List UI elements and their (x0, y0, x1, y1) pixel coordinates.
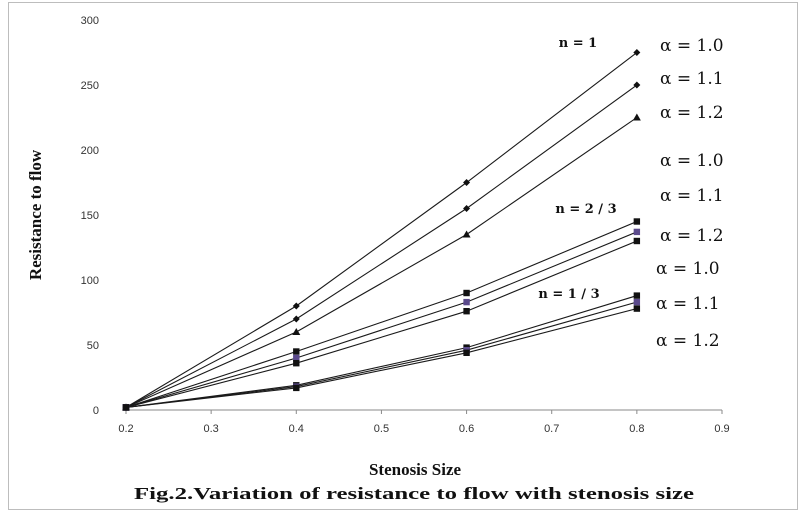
alpha-labels: α = 1.0 α = 1.1 α = 1.2 α = 1.0 α = 1.1 α = 1… (656, 36, 724, 351)
data-point (293, 360, 300, 367)
data-point (632, 113, 641, 121)
y-tick-label: 100 (81, 275, 99, 287)
alpha-label: α = 1.0 (660, 151, 724, 171)
series-lines (125, 52, 638, 408)
data-point (633, 218, 641, 225)
x-tick-label: 0.6 (459, 423, 474, 435)
y-tick-label: 200 (81, 145, 99, 157)
series-line (125, 52, 638, 408)
alpha-label: α = 1.2 (660, 103, 724, 123)
x-tick-label: 0.9 (714, 423, 729, 435)
data-point (463, 179, 471, 186)
y-axis-label: Resistance to flow (26, 149, 45, 280)
series-line (125, 240, 638, 408)
data-point (633, 292, 641, 299)
data-point (293, 354, 300, 362)
x-tick-label: 0.4 (289, 423, 304, 435)
data-point (633, 298, 641, 306)
y-tick-labels: 0 50 100 150 200 250 300 (81, 15, 99, 417)
series-markers (122, 49, 641, 411)
series-line (125, 308, 638, 408)
figure-frame (8, 2, 798, 510)
series-line (125, 84, 638, 408)
n-labels: n = 1 n = 2 / 3 n = 1 / 3 (538, 36, 616, 302)
data-point (633, 237, 641, 245)
series-line (125, 231, 638, 408)
x-tick-label: 0.2 (118, 423, 133, 435)
n-label: n = 1 (559, 36, 597, 51)
x-tick-label: 0.3 (203, 423, 218, 435)
data-point (463, 308, 470, 315)
data-point (292, 328, 301, 335)
data-point (463, 298, 470, 306)
n-label: n = 2 / 3 (555, 202, 616, 217)
data-point (633, 49, 641, 56)
x-tick-label: 0.5 (374, 423, 389, 435)
data-point (292, 315, 300, 323)
y-tick-label: 50 (87, 340, 99, 352)
figure-caption: Fig.2.Variation of resistance to flow wi… (134, 484, 695, 503)
series-line (125, 117, 638, 408)
n-label: n = 1 / 3 (538, 287, 599, 302)
alpha-label: α = 1.1 (660, 69, 724, 89)
alpha-label: α = 1.2 (656, 331, 720, 351)
data-point (463, 289, 470, 297)
data-point (463, 349, 470, 356)
x-tick-label: 0.8 (629, 423, 644, 435)
series-line (125, 301, 638, 408)
y-tick-label: 150 (81, 210, 99, 222)
y-tick-label: 250 (81, 80, 99, 92)
data-point (122, 404, 130, 411)
data-point (293, 348, 300, 355)
alpha-label: α = 1.1 (656, 294, 720, 314)
x-axis-label: Stenosis Size (369, 460, 462, 479)
data-point (463, 205, 471, 212)
data-point (633, 81, 641, 89)
y-tick-label: 300 (81, 15, 99, 27)
data-point (293, 384, 300, 392)
y-tick-label: 0 (93, 405, 99, 417)
x-tick-label: 0.7 (544, 423, 559, 435)
alpha-label: α = 1.1 (660, 186, 724, 206)
data-point (462, 230, 471, 238)
alpha-label: α = 1.0 (660, 36, 724, 56)
data-point (633, 305, 641, 312)
alpha-label: α = 1.0 (656, 259, 720, 279)
data-point (633, 228, 641, 236)
alpha-label: α = 1.2 (660, 226, 724, 246)
series-line (125, 220, 638, 408)
series-line (125, 295, 638, 408)
data-point (292, 302, 300, 310)
x-tick-labels: 0.2 0.3 0.4 0.5 0.6 0.7 0.8 0.9 (118, 410, 730, 435)
